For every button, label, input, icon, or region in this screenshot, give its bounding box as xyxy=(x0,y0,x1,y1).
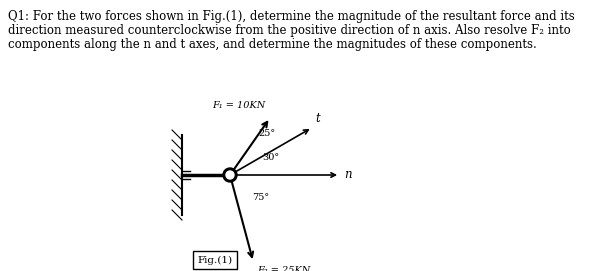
Text: 30°: 30° xyxy=(262,153,279,162)
Text: components along the n and t axes, and determine the magnitudes of these compone: components along the n and t axes, and d… xyxy=(8,38,537,51)
Text: 25°: 25° xyxy=(258,128,275,137)
Text: Fig.(1): Fig.(1) xyxy=(198,256,233,264)
Circle shape xyxy=(226,171,234,179)
Text: direction measured counterclockwise from the positive direction of n axis. Also : direction measured counterclockwise from… xyxy=(8,24,571,37)
Text: Q1: For the two forces shown in Fig.(1), determine the magnitude of the resultan: Q1: For the two forces shown in Fig.(1),… xyxy=(8,10,575,23)
Text: F₁ = 10KN: F₁ = 10KN xyxy=(212,101,265,110)
Circle shape xyxy=(223,168,237,182)
Text: n: n xyxy=(344,169,352,182)
Text: 75°: 75° xyxy=(252,192,269,202)
Text: F₂ = 25KN: F₂ = 25KN xyxy=(257,266,310,271)
Text: t: t xyxy=(315,111,320,124)
